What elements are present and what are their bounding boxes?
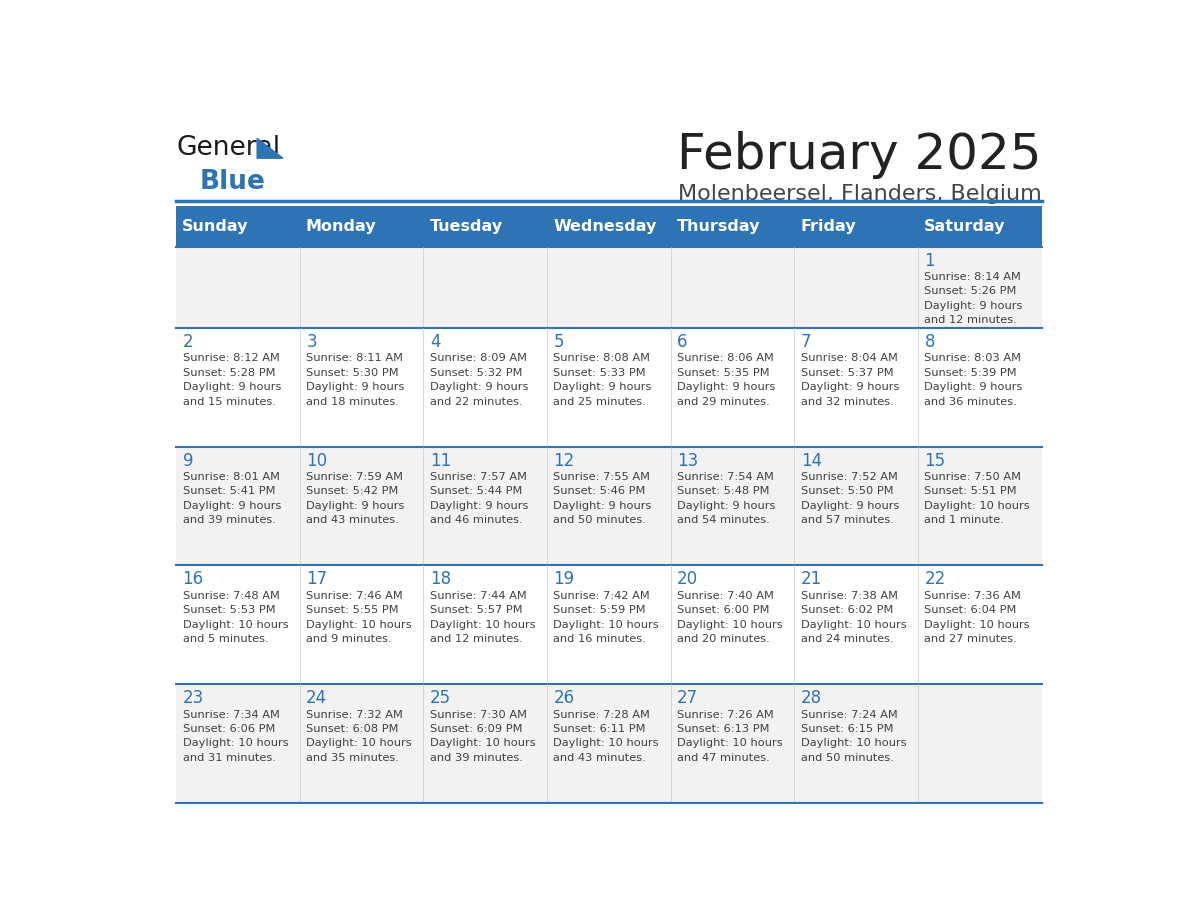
Text: Sunrise: 7:32 AM
Sunset: 6:08 PM
Daylight: 10 hours
and 35 minutes.: Sunrise: 7:32 AM Sunset: 6:08 PM Dayligh… [307, 710, 412, 763]
Text: Sunrise: 7:59 AM
Sunset: 5:42 PM
Daylight: 9 hours
and 43 minutes.: Sunrise: 7:59 AM Sunset: 5:42 PM Dayligh… [307, 472, 405, 525]
Text: 11: 11 [430, 452, 451, 470]
Text: 19: 19 [554, 570, 575, 588]
Text: Sunday: Sunday [182, 218, 248, 233]
Text: 25: 25 [430, 689, 451, 707]
Text: 6: 6 [677, 333, 688, 351]
Text: Sunrise: 7:28 AM
Sunset: 6:11 PM
Daylight: 10 hours
and 43 minutes.: Sunrise: 7:28 AM Sunset: 6:11 PM Dayligh… [554, 710, 659, 763]
Text: Wednesday: Wednesday [554, 218, 657, 233]
Text: 2: 2 [183, 333, 194, 351]
Text: 15: 15 [924, 452, 946, 470]
Text: Sunrise: 8:09 AM
Sunset: 5:32 PM
Daylight: 9 hours
and 22 minutes.: Sunrise: 8:09 AM Sunset: 5:32 PM Dayligh… [430, 353, 529, 407]
Text: 22: 22 [924, 570, 946, 588]
Text: 21: 21 [801, 570, 822, 588]
Bar [176, 328, 1042, 447]
Text: 12: 12 [554, 452, 575, 470]
Text: 10: 10 [307, 452, 328, 470]
Text: Sunrise: 7:34 AM
Sunset: 6:06 PM
Daylight: 10 hours
and 31 minutes.: Sunrise: 7:34 AM Sunset: 6:06 PM Dayligh… [183, 710, 289, 763]
Text: Sunrise: 7:57 AM
Sunset: 5:44 PM
Daylight: 9 hours
and 46 minutes.: Sunrise: 7:57 AM Sunset: 5:44 PM Dayligh… [430, 472, 529, 525]
Bar [176, 206, 1042, 247]
Text: Thursday: Thursday [677, 218, 760, 233]
Text: 18: 18 [430, 570, 451, 588]
Text: Blue: Blue [200, 169, 266, 195]
Text: 3: 3 [307, 333, 317, 351]
Text: Sunrise: 7:50 AM
Sunset: 5:51 PM
Daylight: 10 hours
and 1 minute.: Sunrise: 7:50 AM Sunset: 5:51 PM Dayligh… [924, 472, 1030, 525]
Text: 5: 5 [554, 333, 564, 351]
Text: General: General [176, 135, 280, 161]
Text: Sunrise: 7:52 AM
Sunset: 5:50 PM
Daylight: 9 hours
and 57 minutes.: Sunrise: 7:52 AM Sunset: 5:50 PM Dayligh… [801, 472, 899, 525]
Text: Sunrise: 8:14 AM
Sunset: 5:26 PM
Daylight: 9 hours
and 12 minutes.: Sunrise: 8:14 AM Sunset: 5:26 PM Dayligh… [924, 272, 1023, 325]
Text: Sunrise: 8:01 AM
Sunset: 5:41 PM
Daylight: 9 hours
and 39 minutes.: Sunrise: 8:01 AM Sunset: 5:41 PM Dayligh… [183, 472, 280, 525]
Text: 28: 28 [801, 689, 822, 707]
Bar [176, 447, 1042, 565]
Text: 16: 16 [183, 570, 203, 588]
Bar [176, 684, 1042, 803]
Text: Sunrise: 7:26 AM
Sunset: 6:13 PM
Daylight: 10 hours
and 47 minutes.: Sunrise: 7:26 AM Sunset: 6:13 PM Dayligh… [677, 710, 783, 763]
Text: Friday: Friday [801, 218, 857, 233]
Text: 27: 27 [677, 689, 699, 707]
Text: Sunrise: 7:55 AM
Sunset: 5:46 PM
Daylight: 9 hours
and 50 minutes.: Sunrise: 7:55 AM Sunset: 5:46 PM Dayligh… [554, 472, 652, 525]
Text: Sunrise: 7:48 AM
Sunset: 5:53 PM
Daylight: 10 hours
and 5 minutes.: Sunrise: 7:48 AM Sunset: 5:53 PM Dayligh… [183, 591, 289, 644]
Text: Sunrise: 7:30 AM
Sunset: 6:09 PM
Daylight: 10 hours
and 39 minutes.: Sunrise: 7:30 AM Sunset: 6:09 PM Dayligh… [430, 710, 536, 763]
Text: Tuesday: Tuesday [430, 218, 503, 233]
Text: Sunrise: 7:44 AM
Sunset: 5:57 PM
Daylight: 10 hours
and 12 minutes.: Sunrise: 7:44 AM Sunset: 5:57 PM Dayligh… [430, 591, 536, 644]
Text: 9: 9 [183, 452, 194, 470]
Polygon shape [257, 139, 283, 158]
Text: Monday: Monday [307, 218, 377, 233]
Text: Sunrise: 7:40 AM
Sunset: 6:00 PM
Daylight: 10 hours
and 20 minutes.: Sunrise: 7:40 AM Sunset: 6:00 PM Dayligh… [677, 591, 783, 644]
Text: Sunrise: 7:38 AM
Sunset: 6:02 PM
Daylight: 10 hours
and 24 minutes.: Sunrise: 7:38 AM Sunset: 6:02 PM Dayligh… [801, 591, 906, 644]
Text: 4: 4 [430, 333, 441, 351]
Text: Sunrise: 7:24 AM
Sunset: 6:15 PM
Daylight: 10 hours
and 50 minutes.: Sunrise: 7:24 AM Sunset: 6:15 PM Dayligh… [801, 710, 906, 763]
Text: Sunrise: 8:03 AM
Sunset: 5:39 PM
Daylight: 9 hours
and 36 minutes.: Sunrise: 8:03 AM Sunset: 5:39 PM Dayligh… [924, 353, 1023, 407]
Text: Sunrise: 8:11 AM
Sunset: 5:30 PM
Daylight: 9 hours
and 18 minutes.: Sunrise: 8:11 AM Sunset: 5:30 PM Dayligh… [307, 353, 405, 407]
Text: 20: 20 [677, 570, 699, 588]
Text: Saturday: Saturday [924, 218, 1005, 233]
Text: Sunrise: 8:12 AM
Sunset: 5:28 PM
Daylight: 9 hours
and 15 minutes.: Sunrise: 8:12 AM Sunset: 5:28 PM Dayligh… [183, 353, 280, 407]
Text: Sunrise: 7:36 AM
Sunset: 6:04 PM
Daylight: 10 hours
and 27 minutes.: Sunrise: 7:36 AM Sunset: 6:04 PM Dayligh… [924, 591, 1030, 644]
Text: 26: 26 [554, 689, 575, 707]
Text: February 2025: February 2025 [677, 131, 1042, 179]
Text: Sunrise: 8:08 AM
Sunset: 5:33 PM
Daylight: 9 hours
and 25 minutes.: Sunrise: 8:08 AM Sunset: 5:33 PM Dayligh… [554, 353, 652, 407]
Text: 17: 17 [307, 570, 328, 588]
Text: 7: 7 [801, 333, 811, 351]
Text: 14: 14 [801, 452, 822, 470]
Text: 24: 24 [307, 689, 328, 707]
Text: Sunrise: 7:46 AM
Sunset: 5:55 PM
Daylight: 10 hours
and 9 minutes.: Sunrise: 7:46 AM Sunset: 5:55 PM Dayligh… [307, 591, 412, 644]
Text: Sunrise: 7:54 AM
Sunset: 5:48 PM
Daylight: 9 hours
and 54 minutes.: Sunrise: 7:54 AM Sunset: 5:48 PM Dayligh… [677, 472, 776, 525]
Text: Sunrise: 8:04 AM
Sunset: 5:37 PM
Daylight: 9 hours
and 32 minutes.: Sunrise: 8:04 AM Sunset: 5:37 PM Dayligh… [801, 353, 899, 407]
Text: 1: 1 [924, 252, 935, 270]
Text: Sunrise: 8:06 AM
Sunset: 5:35 PM
Daylight: 9 hours
and 29 minutes.: Sunrise: 8:06 AM Sunset: 5:35 PM Dayligh… [677, 353, 776, 407]
Text: Molenbeersel, Flanders, Belgium: Molenbeersel, Flanders, Belgium [678, 185, 1042, 205]
Text: Sunrise: 7:42 AM
Sunset: 5:59 PM
Daylight: 10 hours
and 16 minutes.: Sunrise: 7:42 AM Sunset: 5:59 PM Dayligh… [554, 591, 659, 644]
Bar [176, 247, 1042, 328]
Text: 23: 23 [183, 689, 204, 707]
Text: 13: 13 [677, 452, 699, 470]
Text: 8: 8 [924, 333, 935, 351]
Bar [176, 565, 1042, 684]
